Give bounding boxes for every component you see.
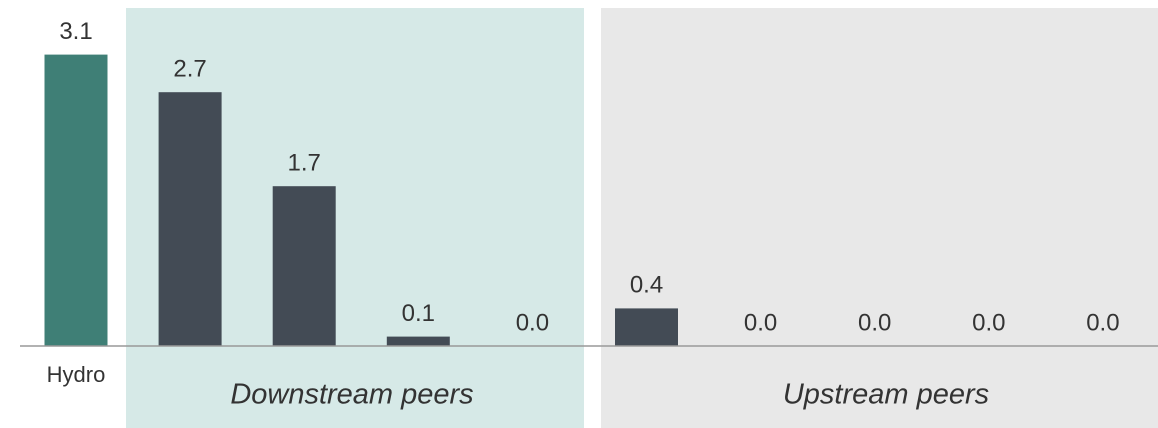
value-label: 0.0 [1086, 309, 1119, 336]
group-label: Upstream peers [783, 379, 989, 411]
bar [44, 54, 108, 346]
value-label: 2.7 [173, 56, 206, 83]
value-label: 0.1 [402, 300, 435, 327]
value-label: 0.0 [972, 309, 1005, 336]
value-label: 0.0 [516, 309, 549, 336]
value-label: 3.1 [59, 18, 92, 45]
bar [158, 92, 222, 346]
value-label: 0.0 [858, 309, 891, 336]
group-background [601, 8, 1158, 428]
bar [386, 336, 450, 346]
bar [272, 186, 336, 346]
x-tick-label: Hydro [47, 362, 106, 387]
value-label: 1.7 [288, 150, 321, 177]
value-label: 0.4 [630, 272, 663, 299]
value-label: 0.0 [744, 309, 777, 336]
group-label: Downstream peers [230, 379, 473, 411]
bar [615, 308, 678, 346]
